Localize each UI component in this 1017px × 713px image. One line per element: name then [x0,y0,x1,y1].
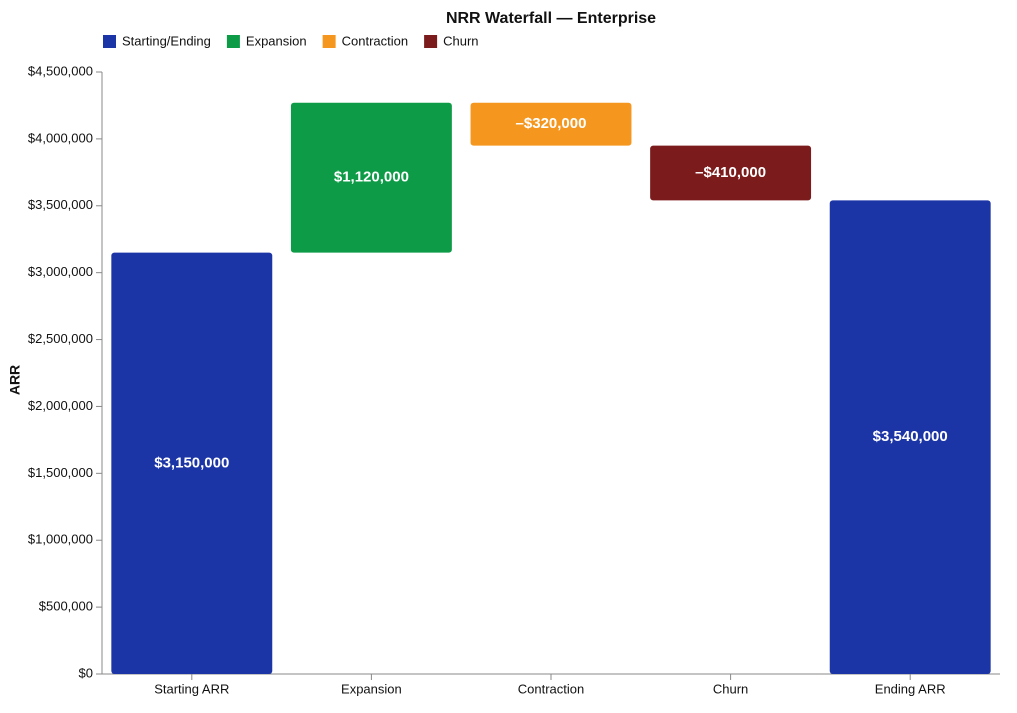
legend-swatch [322,35,336,48]
value-label: $3,540,000 [873,428,948,445]
legend-label: Contraction [342,33,408,48]
legend-swatch [424,35,438,48]
y-tick-label: $3,000,000 [28,264,93,279]
x-tick-label: Expansion [341,681,402,696]
value-label: $1,120,000 [334,169,409,186]
y-tick-label: $1,000,000 [28,532,93,547]
x-tick-label: Starting ARR [154,681,229,696]
y-tick-label: $0 [79,665,93,680]
value-label: –$320,000 [516,115,587,132]
y-axis-label: ARR [7,365,23,395]
legend-label: Churn [443,33,478,48]
y-tick-label: $4,000,000 [28,130,93,145]
value-label: $3,150,000 [154,454,229,471]
y-tick-label: $500,000 [39,599,93,614]
y-tick-label: $4,500,000 [28,63,93,78]
legend-label: Expansion [246,33,307,48]
x-tick-label: Contraction [518,681,584,696]
legend-label: Starting/Ending [122,33,211,48]
x-tick-label: Ending ARR [875,681,946,696]
x-tick-label: Churn [713,681,748,696]
bar [650,145,812,201]
bar [111,252,273,674]
bar [829,200,991,674]
y-tick-label: $1,500,000 [28,465,93,480]
y-tick-label: $2,500,000 [28,331,93,346]
y-tick-label: $2,000,000 [28,398,93,413]
legend-swatch [226,35,240,48]
bar [470,102,632,146]
chart-title: NRR Waterfall — Enterprise [446,10,656,27]
bar [290,102,452,253]
y-tick-label: $3,500,000 [28,197,93,212]
value-label: –$410,000 [695,164,766,181]
legend-swatch [103,35,116,48]
